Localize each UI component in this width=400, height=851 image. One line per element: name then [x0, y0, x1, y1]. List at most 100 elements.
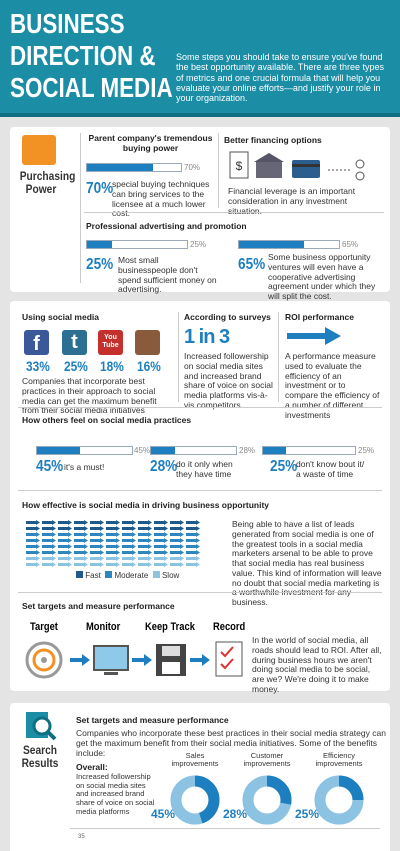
platform-stat: 25% — [64, 358, 88, 374]
arrow — [106, 556, 120, 561]
bar-label: 65% — [342, 240, 359, 249]
big-stat: 28% — [150, 458, 178, 475]
item-text: In the world of social media, all roads … — [252, 635, 382, 694]
big-stat: 25% — [270, 458, 298, 475]
search-icon — [26, 712, 57, 741]
arrow — [154, 526, 168, 531]
item-title: Parent company's tremendous buying power — [88, 133, 213, 153]
arrow — [106, 538, 120, 543]
arrow — [154, 532, 168, 537]
item-text: it's a must! — [64, 462, 105, 472]
arrow — [42, 556, 56, 561]
bar — [37, 447, 80, 454]
donut-segment — [242, 775, 292, 825]
donut-title-line: Efficiency — [323, 752, 355, 760]
donut-title-line: improvements — [315, 759, 362, 768]
facebook-icon: f — [24, 330, 49, 355]
bar — [87, 241, 112, 248]
item-text: Financial leverage is an important consi… — [228, 186, 356, 216]
arrow — [90, 544, 104, 549]
arrow — [138, 544, 152, 549]
arrow — [186, 562, 200, 567]
bar — [239, 241, 304, 248]
arrow — [42, 544, 56, 549]
arrow — [186, 520, 200, 525]
arrow — [154, 520, 168, 525]
arrow — [74, 550, 88, 555]
arrow — [90, 532, 104, 537]
bar-track — [86, 240, 188, 249]
item-text: A performance measure used to evaluate t… — [285, 351, 380, 420]
item-text: do it only when they have time — [176, 459, 233, 479]
arrow — [170, 520, 184, 525]
arrow — [186, 526, 200, 531]
divider — [18, 407, 382, 408]
item-text: Increased followership on social media s… — [76, 772, 155, 816]
arrow — [42, 550, 56, 555]
arrow — [122, 550, 136, 555]
arrow — [138, 526, 152, 531]
youtube-icon: You Tube — [98, 330, 123, 355]
arrow — [170, 544, 184, 549]
arrow — [186, 538, 200, 543]
arrow — [122, 556, 136, 561]
big-stat: 25% — [86, 256, 114, 273]
item-title: Overall: — [76, 762, 108, 772]
arrow — [90, 520, 104, 525]
item-text: special buying techniques can bring serv… — [112, 179, 210, 219]
arrow — [74, 544, 88, 549]
arrow — [74, 538, 88, 543]
big-stat: 65% — [238, 256, 266, 273]
legend-swatch — [152, 571, 160, 578]
arrow — [170, 550, 184, 555]
arrow — [90, 538, 104, 543]
arrow — [74, 526, 88, 531]
item-text: Most small businesspeople don't spend su… — [118, 255, 217, 295]
arrow — [138, 538, 152, 543]
arrow — [170, 526, 184, 531]
donut-label: 28% — [223, 807, 247, 821]
divider — [218, 133, 219, 208]
item-title: Set targets and measure performance — [22, 601, 175, 611]
donut-title: Customer improvements — [243, 752, 290, 768]
item-text: Some business opportunity ventures will … — [268, 252, 376, 302]
arrow — [186, 544, 200, 549]
finance-icons: $ — [229, 151, 365, 181]
arrow — [106, 544, 120, 549]
platform-stat: 18% — [100, 358, 124, 374]
donut-title-line: improvements — [171, 759, 218, 768]
arrow — [26, 544, 40, 549]
svg-text:$: $ — [236, 159, 243, 173]
header — [0, 0, 400, 117]
title-line: DIRECTION & — [10, 40, 156, 71]
arrow-grid — [26, 520, 200, 567]
title-line: SOCIAL MEDIA — [10, 72, 173, 103]
arrow — [58, 526, 72, 531]
arrow — [74, 520, 88, 525]
item-title: Professional advertising and promotion — [86, 221, 247, 231]
arrow — [122, 526, 136, 531]
item-title: How effective is social media in driving… — [22, 500, 270, 510]
step-label: Record — [213, 621, 246, 633]
big-stat: 70% — [86, 180, 114, 197]
big-stat: 45% — [36, 458, 64, 475]
bar — [87, 164, 153, 171]
bar — [263, 447, 286, 454]
arrow — [26, 550, 40, 555]
arrow — [170, 532, 184, 537]
donut-title: Efficiency improvements — [315, 752, 362, 768]
arrow — [170, 538, 184, 543]
divider — [84, 212, 384, 213]
item-text: Increased followership on social media s… — [184, 351, 273, 410]
arrow — [42, 532, 56, 537]
legend-label: Slow — [161, 571, 180, 580]
arrow — [26, 538, 40, 543]
arrow — [58, 550, 72, 555]
twitter-icon: t — [62, 330, 87, 355]
donut-title: Sales improvements — [171, 752, 218, 768]
arrow — [154, 538, 168, 543]
arrow — [58, 562, 72, 567]
donut-title-line: improvements — [243, 759, 290, 768]
